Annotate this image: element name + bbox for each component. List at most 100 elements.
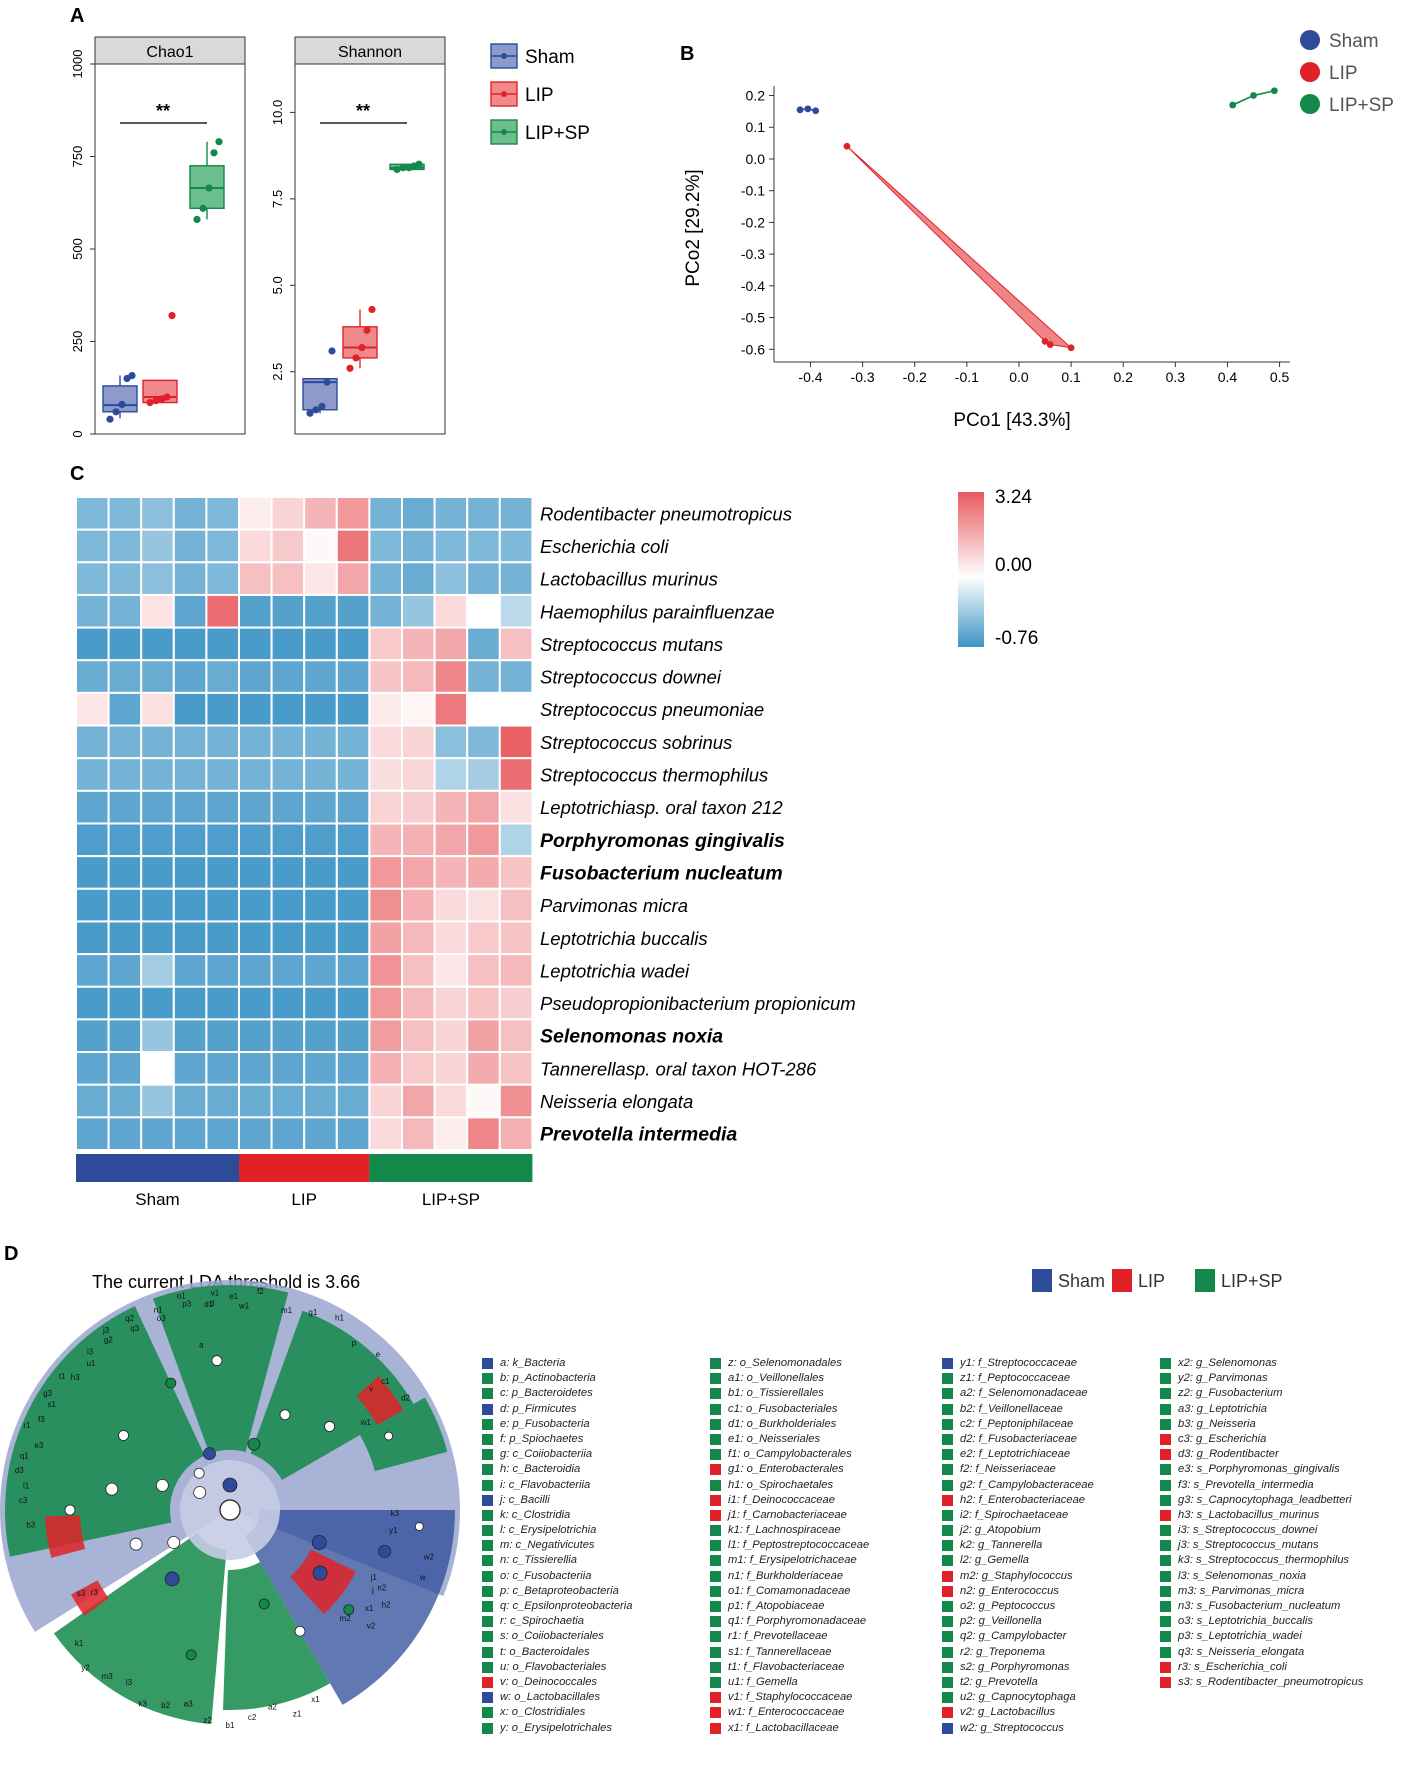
- heatmap-cell: [172, 1083, 208, 1119]
- lefse-legend-item: o: c_Fusobacteriia: [482, 1569, 702, 1584]
- pcoa-plot: PCo1 [43.3%] PCo2 [29.2%] -0.4 -0.3 -0.2 -0…: [683, 86, 1290, 431]
- pcoa-point-lip: [1041, 337, 1049, 345]
- lefse-legend-swatch: [942, 1570, 953, 1582]
- lefse-legend-text: n2: g_Enterococcus: [960, 1584, 1059, 1597]
- heatmap-cell: [238, 528, 273, 564]
- lefse-legend-text: a2: f_Selenomonadaceae: [960, 1387, 1088, 1400]
- heatmap-cell: [140, 887, 175, 923]
- heatmap-cell: [335, 1018, 371, 1054]
- lefse-legend-item: r1: f_Prevotellaceae: [710, 1629, 930, 1644]
- heatmap-cell: [205, 659, 240, 694]
- lefse-legend-item: e: p_Fusobacteria: [482, 1417, 702, 1432]
- chao1-y-tick-label: 250: [70, 331, 85, 353]
- lefse-legend-text: s2: g_Porphyromonas: [960, 1660, 1070, 1673]
- heatmap-cell: [107, 691, 143, 727]
- panel-a-legend: Sham LIP LIP+SP: [490, 43, 590, 145]
- pcoa-y-tick-label: 0.0: [746, 151, 766, 167]
- heatmap-cell: [335, 757, 371, 792]
- shannon-point: [323, 378, 331, 386]
- heatmap-cell: [107, 985, 143, 1021]
- lefse-legend-swatch: [710, 1555, 721, 1567]
- heatmap-cell: [433, 855, 469, 890]
- lefse-legend-text: s3: s_Rodentibacter_pneumotropicus: [1178, 1675, 1364, 1688]
- lefse-legend-text: c1: o_Fusobacteriales: [728, 1402, 838, 1415]
- heatmap-row-label: Leptotrichia buccalis: [540, 928, 708, 949]
- heatmap-cell: [498, 496, 534, 531]
- heatmap-cell: [368, 855, 403, 890]
- lefse-legend-item: x: o_Clostridiales: [482, 1705, 702, 1720]
- heatmap-cell: [368, 561, 403, 596]
- heatmap-cell: [303, 626, 338, 662]
- lefse-legend-text: f2: f_Neisseriaceae: [960, 1463, 1056, 1476]
- heatmap-colorbar: 3.24 0.00 -0.76: [958, 487, 1038, 649]
- heatmap-cell: [75, 953, 110, 988]
- heatmap-group-bar-lip: [239, 1154, 370, 1182]
- clado-label: v: [369, 1385, 373, 1394]
- heatmap-cell: [433, 659, 469, 694]
- heatmap-cell: [368, 724, 403, 760]
- clado-label: a2: [268, 1703, 277, 1712]
- lefse-legend-item: n: c_Tissierellia: [482, 1553, 702, 1568]
- heatmap-cell: [270, 1116, 306, 1151]
- legend-b-key-lipsp: [1300, 94, 1320, 114]
- chao1-point: [128, 371, 136, 380]
- heatmap-cell: [205, 1018, 240, 1054]
- heatmap-cell: [172, 593, 208, 629]
- heatmap-cell: [205, 561, 240, 596]
- heatmap-cell: [140, 985, 175, 1021]
- lefse-legend-item: d1: o_Burkholderiales: [710, 1417, 930, 1432]
- pcoa-y-tick-label: -0.2: [741, 214, 765, 230]
- chao1-point: [215, 138, 223, 146]
- lefse-legend-text: d: p_Firmicutes: [500, 1402, 577, 1415]
- heatmap-cell: [205, 887, 240, 923]
- shannon-point: [363, 326, 371, 334]
- lefse-legend-swatch: [1160, 1433, 1171, 1445]
- heatmap-cell: [205, 985, 240, 1021]
- lefse-legend-item: a3: g_Leptotrichia: [1160, 1402, 1380, 1417]
- heatmap-cell: [140, 724, 175, 760]
- heatmap-cell: [303, 789, 338, 825]
- lefse-legend-text: m3: s_Parvimonas_micra: [1178, 1584, 1305, 1597]
- lefse-legend-text: y: o_Erysipelotrichales: [500, 1721, 612, 1734]
- heatmap-cell: [172, 789, 208, 825]
- heatmap-cell: [172, 757, 208, 792]
- clado-label: p: [352, 1338, 357, 1347]
- heatmap-cell: [75, 593, 110, 629]
- heatmap-cell: [75, 985, 110, 1021]
- heatmap-cell: [205, 1083, 240, 1119]
- lefse-legend-swatch: [942, 1373, 953, 1385]
- clado-label: y2: [81, 1664, 90, 1673]
- heatmap-cell: [335, 822, 371, 858]
- heatmap-cell: [75, 855, 110, 890]
- heatmap-cell: [172, 887, 208, 923]
- lefse-legend-text: n3: s_Fusobacterium_nucleatum: [1178, 1600, 1341, 1612]
- legend-b-label: LIP: [1329, 63, 1358, 84]
- lefse-legend-item: c1: o_Fusobacteriales: [710, 1402, 930, 1417]
- lefse-legend-item: j: c_Bacilli: [482, 1493, 702, 1508]
- heatmap-cell: [368, 593, 403, 629]
- lefse-legend-item: w2: g_Streptococcus: [942, 1721, 1162, 1736]
- clado-label: y1: [389, 1526, 398, 1535]
- heatmap-row-label: Lactobacillus murinus: [540, 569, 718, 590]
- lefse-legend-swatch: [942, 1661, 953, 1673]
- heatmap-cell: [238, 1083, 273, 1119]
- clado-label: n1: [154, 1306, 163, 1315]
- clado-label: e: [376, 1350, 381, 1359]
- lefse-legend-text: e: p_Fusobacteria: [500, 1417, 590, 1430]
- heatmap-cell: [270, 724, 306, 760]
- lefse-legend-text: j3: s_Streptococcus_mutans: [1178, 1539, 1319, 1552]
- heatmap-cell: [238, 724, 273, 760]
- heatmap-cell: [466, 822, 501, 858]
- lefse-legend-swatch: [482, 1418, 493, 1430]
- heatmap-cell: [335, 528, 371, 564]
- panel-label-c: C: [70, 463, 84, 485]
- lefse-legend-text: l2: g_Gemella: [960, 1554, 1030, 1567]
- heatmap-cell: [466, 757, 501, 792]
- clado-label: p3: [182, 1300, 191, 1309]
- heatmap-cell: [107, 953, 143, 988]
- lefse-legend-text: i: c_Flavobacteriia: [500, 1478, 591, 1491]
- heatmap-cell: [335, 920, 371, 956]
- clado-label: e1: [229, 1292, 238, 1301]
- chao1-significance: **: [156, 101, 170, 121]
- heatmap-cell: [335, 1051, 371, 1086]
